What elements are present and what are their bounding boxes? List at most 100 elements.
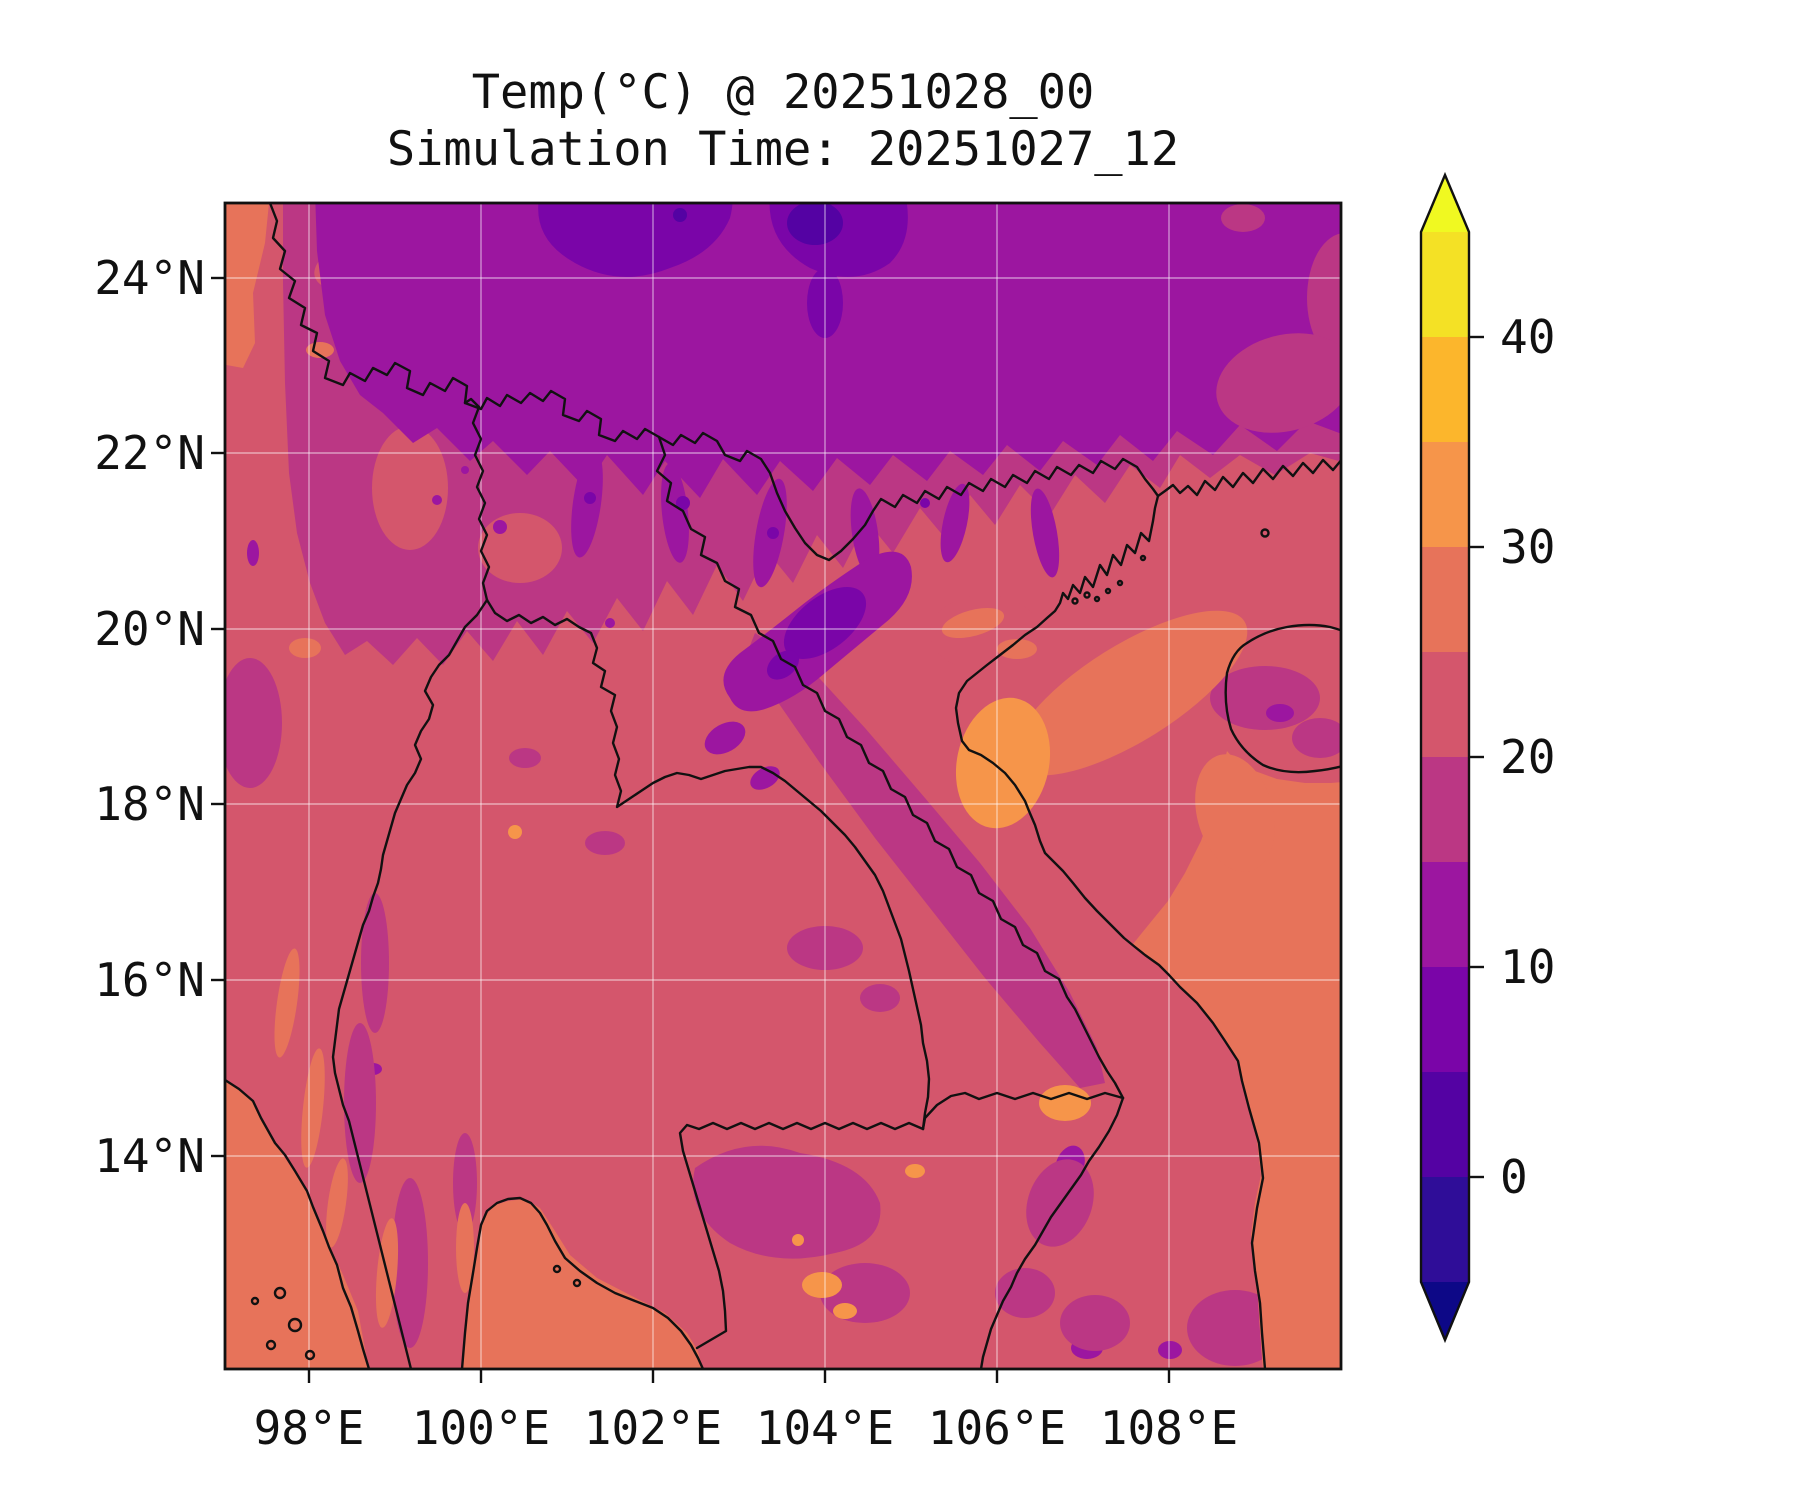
islet xyxy=(1139,554,1147,562)
colorbar-tick-label: 0 xyxy=(1500,1150,1528,1204)
temp-speck xyxy=(289,638,321,658)
temp-patch xyxy=(372,426,448,550)
y-tick-label: 24°N xyxy=(94,251,205,305)
islet xyxy=(1116,579,1124,587)
colorbar-segment xyxy=(1421,337,1469,442)
temp-patch xyxy=(585,831,625,855)
island xyxy=(572,1278,582,1288)
temp-patch-delta xyxy=(997,639,1037,659)
x-tick-label: 102°E xyxy=(584,1401,722,1455)
temp-coast-strip xyxy=(326,1158,348,1248)
temp-ridge-strip xyxy=(344,1023,376,1183)
x-tick-label: 100°E xyxy=(412,1401,550,1455)
island xyxy=(287,1317,303,1333)
temp-ridge-strip xyxy=(361,893,389,1033)
colorbar-segment xyxy=(1421,232,1469,337)
temp-blob xyxy=(767,650,799,680)
island xyxy=(304,1349,316,1361)
colorbar-tick-label: 10 xyxy=(1500,940,1555,994)
colorbar-segment xyxy=(1421,1177,1469,1282)
temp-finger xyxy=(1030,488,1060,578)
map-plot-area xyxy=(225,203,1341,1369)
temp-hotspot xyxy=(792,1234,804,1246)
islet xyxy=(1104,587,1112,595)
temp-coast-strip xyxy=(456,1203,474,1293)
border-cambodia-vietnam xyxy=(979,1096,1125,1369)
colorbar-segment xyxy=(1421,652,1469,757)
colorbar-tick-label: 30 xyxy=(1500,520,1555,574)
temp-speck xyxy=(493,520,507,534)
colorbar-tick-label: 40 xyxy=(1500,310,1555,364)
plot-title: Temp(°C) @ 20251028_00 xyxy=(472,65,1095,120)
temp-strip-nw-corner xyxy=(225,203,269,368)
y-tick-label: 16°N xyxy=(94,953,205,1007)
island xyxy=(552,1264,562,1274)
x-tick-label: 106°E xyxy=(928,1401,1066,1455)
temp-speck xyxy=(461,466,469,474)
temp-speck xyxy=(920,498,930,508)
colorbar-segment xyxy=(1421,967,1469,1072)
sea-tonkin-warm-arm xyxy=(1012,610,1248,776)
temp-finger xyxy=(661,463,689,563)
temp-finger xyxy=(940,483,970,563)
colorbar: 40 30 20 10 0 xyxy=(1419,171,1555,1344)
temp-patch-cardamom xyxy=(693,1145,881,1259)
colorbar-segment xyxy=(1421,1072,1469,1177)
temp-coast-strip xyxy=(301,1048,325,1168)
plot-subtitle: Simulation Time: 20251027_12 xyxy=(387,122,1179,177)
x-tick-label: 98°E xyxy=(254,1401,365,1455)
temp-patch xyxy=(509,748,541,768)
island xyxy=(273,1286,287,1300)
islet xyxy=(1071,597,1079,605)
border-china xyxy=(268,203,1160,562)
islet xyxy=(1083,591,1091,599)
temp-hotspot xyxy=(802,1272,842,1298)
border-thailand-laos xyxy=(485,598,931,1131)
island xyxy=(265,1339,277,1351)
colorbar-segment xyxy=(1421,547,1469,652)
coastlines xyxy=(225,458,1341,1369)
temp-blob xyxy=(704,721,746,755)
temp-band-5-10 xyxy=(538,203,733,277)
temp-patch xyxy=(995,1268,1055,1318)
sea-south-china xyxy=(1133,751,1341,1369)
temp-patch-ne xyxy=(1221,204,1265,232)
temp-speck-hainan xyxy=(1266,704,1294,722)
temp-hotspot xyxy=(833,1303,857,1319)
temp-speck xyxy=(676,496,690,510)
temp-ridge-strip xyxy=(453,1133,477,1233)
temp-patch xyxy=(225,658,282,788)
colorbar-arrow-under xyxy=(1421,1282,1469,1340)
temp-patch xyxy=(860,984,900,1012)
x-tick-label: 104°E xyxy=(756,1401,894,1455)
temp-hotspot xyxy=(508,825,522,839)
islet xyxy=(1093,595,1101,603)
x-tick-label: 108°E xyxy=(1100,1401,1238,1455)
sea-warm-bridge xyxy=(1195,754,1275,872)
temp-band-10-15-north xyxy=(315,203,1341,498)
y-tick-label: 14°N xyxy=(94,1129,205,1183)
country-borders xyxy=(268,203,1160,1369)
temp-patch xyxy=(478,513,562,583)
temp-patch-ne xyxy=(1216,333,1341,433)
axis-ticks xyxy=(211,276,1171,1383)
sea-gulf-thailand xyxy=(462,1199,703,1369)
island xyxy=(250,1296,260,1306)
x-axis-labels: 98°E 100°E 102°E 104°E 106°E 108°E xyxy=(254,1401,1239,1455)
colorbar-tick-label: 20 xyxy=(1500,730,1555,784)
temp-speck xyxy=(247,540,259,566)
coast-vietnam-china xyxy=(954,458,1341,1369)
sea-andaman xyxy=(225,1080,369,1369)
temp-hotspot xyxy=(905,1164,925,1178)
colorbar-arrow-over xyxy=(1421,175,1469,232)
border-thailand-cambodia xyxy=(678,1121,925,1350)
temp-ridge-strip xyxy=(392,1178,428,1348)
colorbar-segment xyxy=(1421,862,1469,967)
colorbar-segment xyxy=(1421,442,1469,547)
y-tick-label: 20°N xyxy=(94,602,205,656)
colorbar-segment xyxy=(1421,757,1469,862)
border-laos-cambodia xyxy=(921,1091,1125,1131)
temp-patch xyxy=(1060,1295,1130,1351)
